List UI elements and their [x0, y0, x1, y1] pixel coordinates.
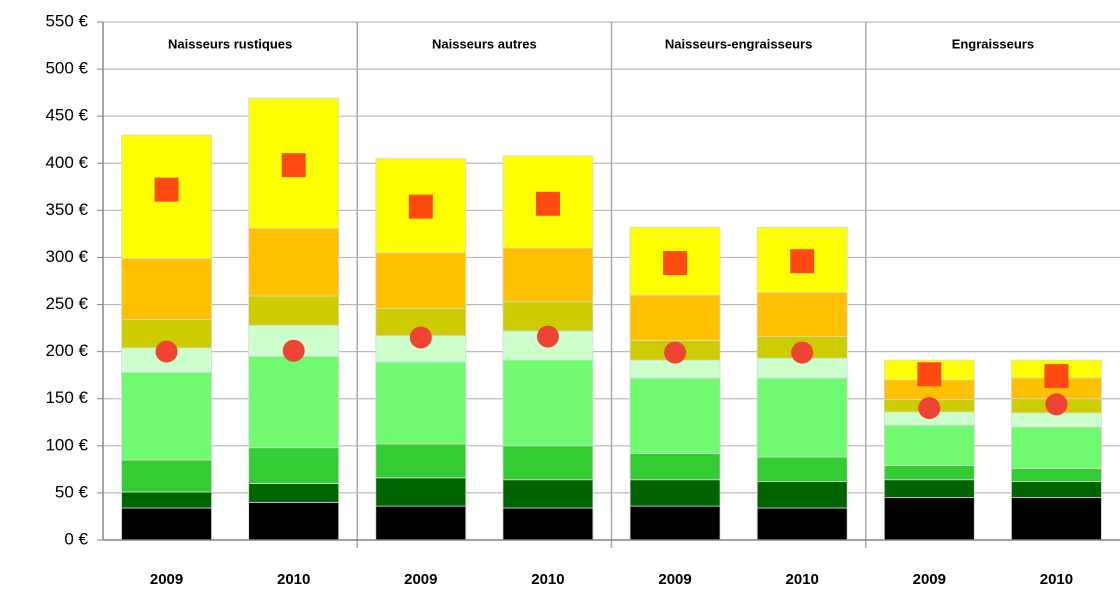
bar-segment [375, 361, 467, 445]
x-tick-label: 2009 [404, 571, 437, 588]
bar-segment [121, 257, 212, 321]
marker-square [917, 362, 942, 387]
group-label: Naisseurs-engraisseurs [665, 36, 812, 51]
bar-segment [883, 497, 975, 541]
bar-segment [121, 459, 212, 493]
y-tick-label: 300 € [45, 247, 88, 266]
marker-square [535, 191, 560, 216]
y-tick-label: 450 € [45, 106, 88, 125]
x-tick-label: 2009 [913, 571, 946, 588]
bar-segment [756, 481, 848, 509]
marker-square [663, 251, 688, 276]
y-tick-label: 350 € [45, 200, 88, 219]
bar-segment [121, 507, 212, 541]
group-label: Naisseurs rustiques [168, 36, 292, 51]
bar-segment [629, 452, 721, 481]
bar-segment [883, 465, 975, 481]
bar-segment [883, 479, 975, 499]
marker-circle [409, 326, 432, 349]
y-tick-label: 50 € [55, 482, 89, 501]
y-tick-label: 0 € [64, 529, 88, 548]
y-tick-label: 550 € [45, 11, 88, 30]
bar-segment [629, 479, 721, 507]
y-tick-label: 200 € [45, 341, 88, 360]
bar-segment [756, 507, 848, 541]
bar-segment [1011, 468, 1102, 483]
bar-segment [1011, 426, 1102, 469]
marker-square [154, 177, 179, 202]
bar-segment [502, 247, 594, 303]
y-tick-label: 400 € [45, 153, 88, 172]
bar-segment [756, 456, 848, 483]
bar-segment [1011, 481, 1102, 499]
group-label: Naisseurs autres [432, 36, 537, 51]
marker-circle [664, 341, 687, 364]
bar-segment [502, 507, 594, 541]
y-tick-label: 150 € [45, 388, 88, 407]
bar-segment [121, 371, 212, 461]
bar-segment [121, 491, 212, 509]
bar-segment [883, 424, 975, 466]
x-tick-label: 2010 [1040, 571, 1073, 588]
y-tick-label: 250 € [45, 294, 88, 313]
bar-segment [502, 479, 594, 509]
bar-segment [248, 227, 340, 297]
bar-segment [502, 445, 594, 481]
x-tick-label: 2010 [277, 571, 310, 588]
bar-segment [756, 291, 848, 337]
x-tick-label: 2009 [658, 571, 691, 588]
bar-segment [248, 295, 340, 326]
x-tick-label: 2009 [150, 571, 183, 588]
marker-circle [791, 341, 814, 364]
bar-segment [629, 294, 721, 341]
x-tick-label: 2010 [531, 571, 564, 588]
bar-segment [629, 505, 721, 541]
x-tick-label: 2010 [786, 571, 819, 588]
bar-segment [248, 447, 340, 484]
marker-square [408, 194, 433, 219]
bar-segment [375, 477, 467, 507]
bar-segment [248, 355, 340, 449]
marker-circle [536, 325, 559, 348]
bar-segment [502, 359, 594, 447]
marker-square [1044, 364, 1069, 389]
marker-square [281, 153, 306, 178]
y-tick-label: 500 € [45, 59, 88, 78]
bar-segment [375, 443, 467, 479]
marker-circle [918, 397, 941, 420]
group-label: Engraisseurs [952, 36, 1034, 51]
bar-segment [375, 252, 467, 309]
bar-segment [248, 483, 340, 503]
marker-circle [1045, 393, 1068, 416]
marker-square [790, 249, 815, 274]
marker-circle [282, 339, 305, 362]
bar-segment [248, 501, 340, 541]
bar-segment [756, 377, 848, 458]
bar-segment [375, 505, 467, 541]
marker-circle [155, 340, 178, 363]
bar-segment [629, 377, 721, 454]
bar-segment [1011, 497, 1102, 541]
y-tick-label: 100 € [45, 435, 88, 454]
